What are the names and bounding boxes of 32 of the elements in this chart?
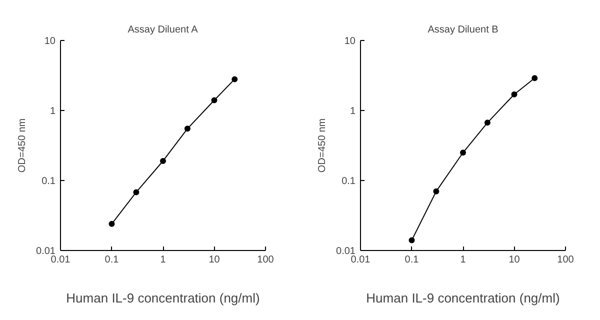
point [511,91,518,98]
x-tick-label: 100 [257,254,274,266]
chart-title: Assay Diluent B [428,24,499,36]
point [433,188,440,194]
chart-title: Assay Diluent A [128,24,198,36]
y-tick-label: 0.1 [42,176,56,187]
point [160,158,166,164]
y-tick-label: 1 [50,106,56,117]
x-tick-label: 0.1 [404,254,420,266]
point [211,97,218,104]
x-tick-label: 1 [160,254,166,266]
y-tick-label: 0.1 [342,176,356,187]
y-axis-title: OD=450 nm [17,118,28,173]
y-tick-label: 1 [350,106,356,117]
x-tick-label: 10 [508,254,520,266]
y-tick-label: 10 [344,36,356,47]
x-tick-label: 10 [208,254,220,266]
y-tick-label: 0.01 [36,246,56,257]
x-tick-label: 1 [460,254,466,266]
point [184,126,190,132]
x-tick-label: 0.1 [104,254,120,266]
y-tick-label: 10 [44,36,56,47]
x-axis-title: Human IL-9 concentration (ng/ml) [366,290,560,306]
point [460,150,466,156]
x-axis-title: Human IL-9 concentration (ng/ml) [66,290,260,306]
y-tick-label: 0.01 [336,246,356,257]
x-tick-label: 100 [557,254,574,266]
point [408,237,415,244]
point [484,120,490,126]
y-axis-title: OD=450 nm [317,118,328,173]
point [108,220,115,227]
point [133,189,140,196]
